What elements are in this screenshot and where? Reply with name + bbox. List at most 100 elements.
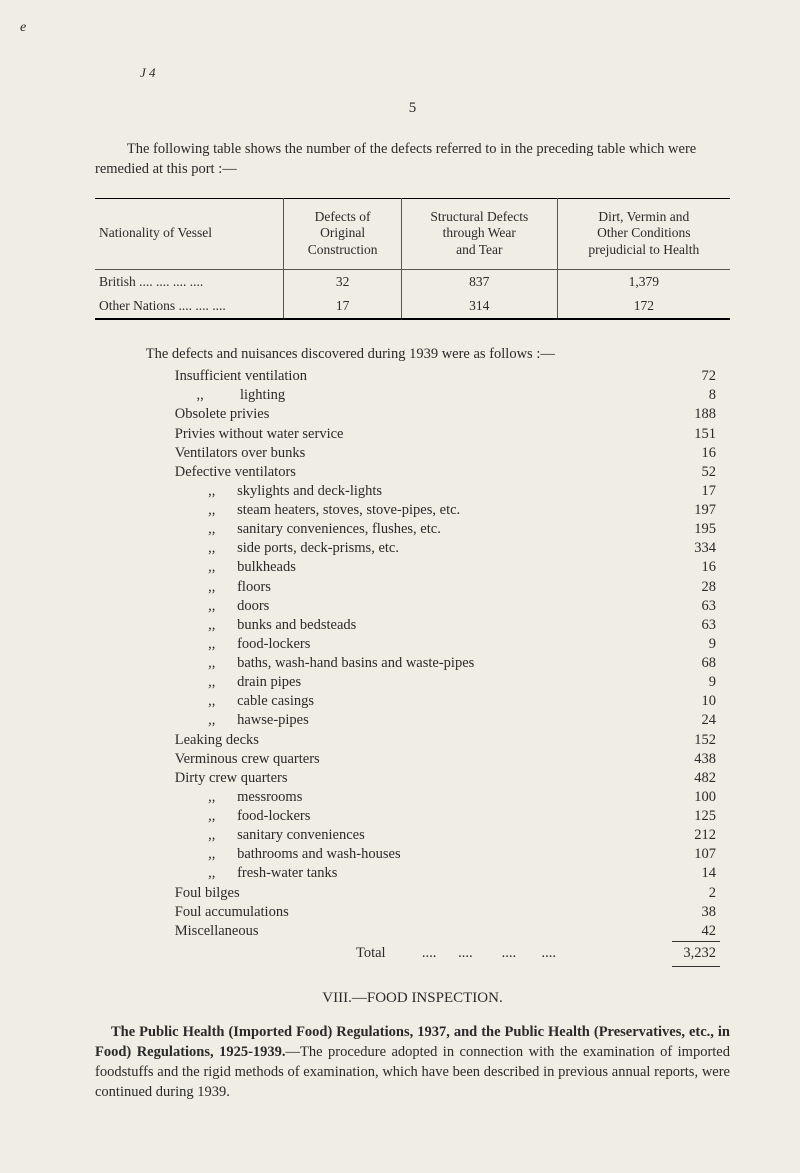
total-rule-bottom	[672, 966, 720, 968]
col-structural-defects: Structural Defectsthrough Wearand Tear	[401, 198, 557, 270]
defect-label: ,, fresh-water tanks	[95, 864, 337, 883]
defect-value: 100	[661, 788, 730, 807]
cell-val: 314	[401, 294, 557, 319]
total-value: 3,232	[661, 944, 730, 963]
defect-row: ,, fresh-water tanks 14	[95, 864, 730, 883]
defect-value: 2	[661, 884, 730, 903]
defect-label: ,, bulkheads	[95, 558, 296, 577]
section-8-heading: VIII.—FOOD INSPECTION.	[95, 990, 730, 1007]
stray-mark: e	[20, 20, 26, 36]
defect-label: ,, bunks and bedsteads	[95, 616, 356, 635]
defect-row: Obsolete privies 188	[95, 405, 730, 424]
defect-value: 197	[661, 501, 730, 520]
defect-label: Defective ventilators	[95, 463, 296, 482]
defect-row: Foul bilges 2	[95, 884, 730, 903]
defect-label: ,, steam heaters, stoves, stove-pipes, e…	[95, 501, 460, 520]
defect-row: ,, bunks and bedsteads63	[95, 616, 730, 635]
defect-value: 334	[661, 539, 730, 558]
defect-value: 17	[661, 482, 730, 501]
table-row: Other Nations .... .... .... 17 314 172	[95, 294, 730, 319]
defect-label: ,, cable casings	[95, 692, 314, 711]
defect-value: 10	[661, 692, 730, 711]
defect-value: 438	[661, 750, 730, 769]
defect-label: Leaking decks	[95, 731, 259, 750]
footnote-paragraph: The Public Health (Imported Food) Regula…	[95, 1022, 730, 1103]
defect-row: Ventilators over bunks 16	[95, 444, 730, 463]
defects-list: Insufficient ventilation72 ,, lighting8O…	[95, 367, 730, 968]
defects-intro: The defects and nuisances discovered dur…	[95, 346, 730, 363]
defect-row: ,, bathrooms and wash-houses107	[95, 845, 730, 864]
cell-val: 172	[557, 294, 730, 319]
cell-nationality: British .... .... .... ....	[95, 270, 284, 295]
defect-row: Verminous crew quarters 438	[95, 750, 730, 769]
col-defects-original: Defects ofOriginalConstruction	[284, 198, 402, 270]
defects-table: Nationality of Vessel Defects ofOriginal…	[95, 198, 730, 321]
cell-val: 17	[284, 294, 402, 319]
table-header-row: Nationality of Vessel Defects ofOriginal…	[95, 198, 730, 270]
defect-label: ,, floors	[95, 578, 271, 597]
defect-row: ,, sanitary conveniences, flushes, etc.1…	[95, 520, 730, 539]
defect-row: ,, bulkheads 16	[95, 558, 730, 577]
defect-label: ,, drain pipes	[95, 673, 301, 692]
defect-value: 72	[661, 367, 730, 386]
table-row: British .... .... .... .... 32 837 1,379	[95, 270, 730, 295]
stray-mark-2: J 4	[140, 65, 156, 81]
defect-value: 9	[661, 673, 730, 692]
defect-label: Privies without water service	[95, 425, 343, 444]
defect-label: Obsolete privies	[95, 405, 269, 424]
defect-row: ,, steam heaters, stoves, stove-pipes, e…	[95, 501, 730, 520]
defect-row: ,, floors28	[95, 578, 730, 597]
defect-row: ,, sanitary conveniences 212	[95, 826, 730, 845]
defect-label: ,, doors	[95, 597, 269, 616]
defect-label: Miscellaneous	[95, 922, 259, 941]
defect-label: Foul accumulations	[95, 903, 289, 922]
defect-row: ,, food-lockers 9	[95, 635, 730, 654]
defect-value: 68	[661, 654, 730, 673]
defect-label: ,, baths, wash-hand basins and waste-pip…	[95, 654, 474, 673]
defect-label: ,, lighting	[95, 386, 285, 405]
defect-value: 63	[661, 597, 730, 616]
defect-value: 212	[661, 826, 730, 845]
col-dirt-vermin: Dirt, Vermin andOther Conditionsprejudic…	[557, 198, 730, 270]
defect-label: Foul bilges	[95, 884, 240, 903]
defect-label: Verminous crew quarters	[95, 750, 320, 769]
defect-value: 8	[661, 386, 730, 405]
total-row: Total .... .... .... .... 3,232	[95, 944, 730, 963]
defect-label: ,, food-lockers	[95, 635, 310, 654]
defect-value: 14	[661, 864, 730, 883]
defect-label: ,, bathrooms and wash-houses	[95, 845, 401, 864]
defect-value: 24	[661, 711, 730, 730]
defect-label: Insufficient ventilation	[95, 367, 307, 386]
defect-value: 188	[661, 405, 730, 424]
defect-row: ,, drain pipes 9	[95, 673, 730, 692]
cell-val: 1,379	[557, 270, 730, 295]
defect-row: Miscellaneous42	[95, 922, 730, 941]
defect-row: Privies without water service 151	[95, 425, 730, 444]
defect-value: 151	[661, 425, 730, 444]
defect-label: ,, sanitary conveniences	[95, 826, 365, 845]
intro-paragraph: The following table shows the number of …	[95, 139, 730, 180]
defect-value: 52	[661, 463, 730, 482]
defect-row: ,, baths, wash-hand basins and waste-pip…	[95, 654, 730, 673]
defect-label: ,, food-lockers	[95, 807, 310, 826]
defect-row: Leaking decks 152	[95, 731, 730, 750]
defect-row: ,, hawse-pipes 24	[95, 711, 730, 730]
defect-value: 16	[661, 444, 730, 463]
defect-row: Dirty crew quarters482	[95, 769, 730, 788]
defect-value: 125	[661, 807, 730, 826]
defect-label: ,, messrooms	[95, 788, 302, 807]
defect-value: 9	[661, 635, 730, 654]
defect-label: Ventilators over bunks	[95, 444, 305, 463]
col-nationality: Nationality of Vessel	[95, 198, 284, 270]
defect-row: ,, food-lockers 125	[95, 807, 730, 826]
defect-row: ,, skylights and deck-lights17	[95, 482, 730, 501]
defect-label: ,, sanitary conveniences, flushes, etc.	[95, 520, 441, 539]
defect-label: ,, hawse-pipes	[95, 711, 309, 730]
defect-value: 152	[661, 731, 730, 750]
cell-val: 837	[401, 270, 557, 295]
defect-label: Dirty crew quarters	[95, 769, 287, 788]
total-label: Total .... .... .... ....	[95, 944, 556, 963]
cell-val: 32	[284, 270, 402, 295]
defect-value: 16	[661, 558, 730, 577]
page: 5 The following table shows the number o…	[0, 0, 800, 1157]
